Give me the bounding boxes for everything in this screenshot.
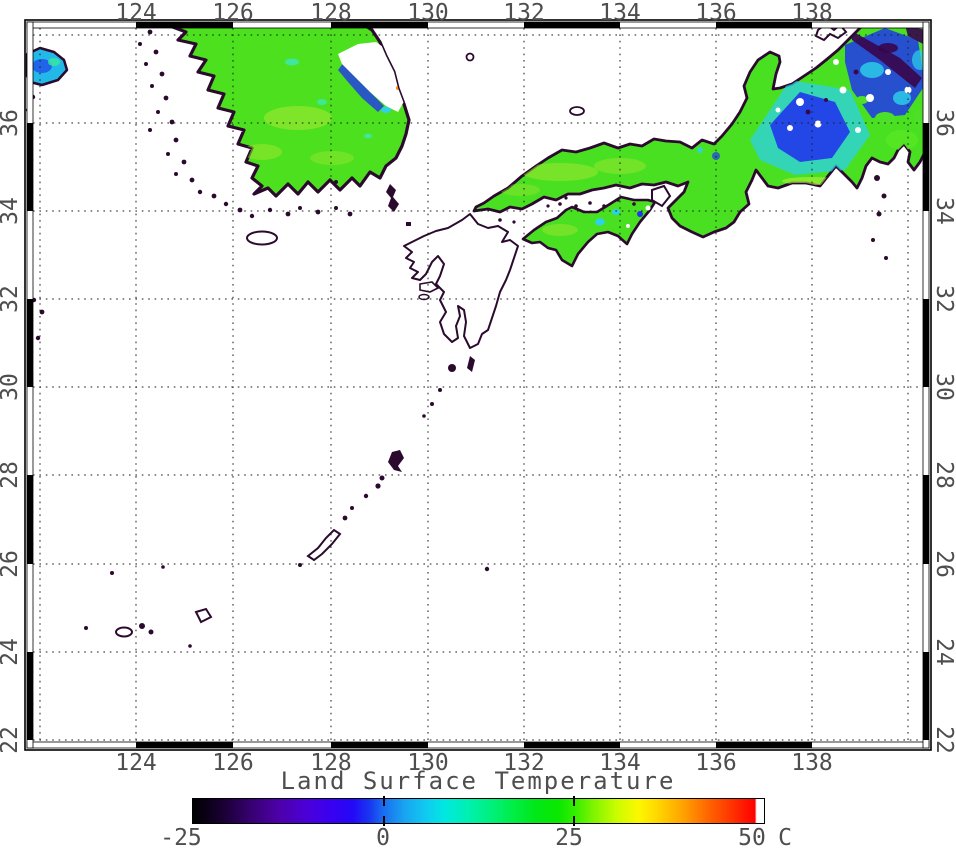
awaji-island-outline <box>651 184 672 208</box>
lon-label-top-134: 134 <box>599 0 641 26</box>
daito-island <box>484 566 490 572</box>
lat-label-left-34: 34 <box>0 197 23 225</box>
lat-label-left-28: 28 <box>0 461 23 489</box>
lon-label-bottom-128: 128 <box>310 750 352 776</box>
lat-label-left-26: 26 <box>0 550 23 578</box>
lon-label-bottom-130: 130 <box>407 750 449 776</box>
iki-island <box>406 222 411 226</box>
korea-landmass <box>168 24 411 198</box>
sakishima-islands <box>84 565 213 648</box>
colorbar-units-label: C <box>778 825 792 850</box>
lat-label-right-28: 28 <box>931 461 956 489</box>
lat-label-right-36: 36 <box>931 109 956 137</box>
colorbar-tick-25-top <box>573 796 576 806</box>
lon-label-bottom-138: 138 <box>791 750 833 776</box>
honshu-landmass <box>472 24 927 239</box>
lon-label-top-124: 124 <box>115 0 157 26</box>
graticule-gridlines <box>33 28 923 742</box>
shikoku-landmass <box>521 195 657 268</box>
ulleungdo-island-outline <box>465 52 475 62</box>
lat-label-right-30: 30 <box>931 373 956 401</box>
miyako-island-outline <box>194 607 213 624</box>
amami-oshima-island <box>388 450 404 472</box>
colorbar <box>192 796 765 826</box>
kyushu-coastline <box>403 213 519 349</box>
lon-label-top-138: 138 <box>791 0 833 26</box>
korea-offshore-island-specks <box>138 29 353 219</box>
colorbar-label-25: 25 <box>555 825 583 850</box>
frame-outer-border <box>24 19 932 751</box>
lon-label-top-132: 132 <box>503 0 545 26</box>
lat-label-right-32: 32 <box>931 285 956 313</box>
lat-label-left-32: 32 <box>0 285 23 313</box>
frame-degree-segments <box>27 22 929 748</box>
iriomote-island-outline <box>115 626 133 638</box>
lon-label-bottom-132: 132 <box>503 750 545 776</box>
honshu-temperature-texture <box>500 26 925 196</box>
izu-islands-specks <box>871 175 888 260</box>
jeju-island-outline <box>246 230 278 246</box>
lon-label-bottom-126: 126 <box>212 750 254 776</box>
colorbar-gradient <box>193 799 764 823</box>
colorbar-title: Land Surface Temperature <box>280 767 676 795</box>
map-frame <box>24 19 932 751</box>
colorbar-tick-0-bottom <box>383 816 386 826</box>
okinawa-island-outline <box>306 528 342 562</box>
ryukyu-islands <box>298 356 490 572</box>
lon-label-bottom-136: 136 <box>695 750 737 776</box>
colorbar-tick-25-bottom <box>573 816 576 826</box>
colorbar-label-minus25: -25 <box>160 825 202 850</box>
lon-label-bottom-124: 124 <box>115 750 157 776</box>
seto-inland-sea-islands <box>498 196 636 224</box>
lat-label-right-24: 24 <box>931 638 956 666</box>
landmass-layer <box>25 22 927 648</box>
tsushima-island <box>386 184 399 212</box>
colorbar-label-0: 0 <box>376 825 390 850</box>
colorbar-tick-0-top <box>383 796 386 806</box>
lon-label-bottom-134: 134 <box>599 750 641 776</box>
yakushima-island <box>448 364 456 372</box>
lat-label-left-30: 30 <box>0 373 23 401</box>
lat-label-right-34: 34 <box>931 197 956 225</box>
lat-label-right-22: 22 <box>931 726 956 754</box>
lat-label-right-26: 26 <box>931 550 956 578</box>
lon-label-top-126: 126 <box>212 0 254 26</box>
lat-label-left-36: 36 <box>0 109 23 137</box>
lon-label-top-128: 128 <box>310 0 352 26</box>
korea-cold-fringe <box>338 62 384 112</box>
lon-label-top-130: 130 <box>407 0 449 26</box>
lat-label-left-22: 22 <box>0 726 23 754</box>
colorbar-label-50: 50 <box>738 825 766 850</box>
oki-islands-outline <box>569 106 585 116</box>
tanegashima-island <box>467 356 475 372</box>
lat-label-left-24: 24 <box>0 638 23 666</box>
lon-label-top-136: 136 <box>695 0 737 26</box>
